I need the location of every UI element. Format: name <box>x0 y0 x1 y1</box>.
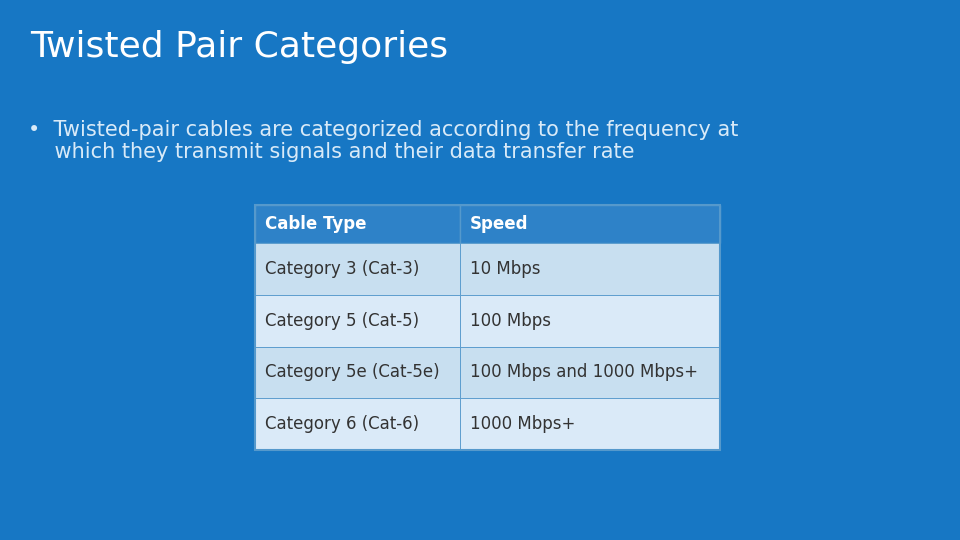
Bar <box>460 347 720 399</box>
Text: Category 5e (Cat-5e): Category 5e (Cat-5e) <box>265 363 440 381</box>
Bar <box>255 399 460 450</box>
Bar <box>460 295 720 347</box>
Text: Cable Type: Cable Type <box>265 215 367 233</box>
Text: Category 3 (Cat-3): Category 3 (Cat-3) <box>265 260 420 278</box>
Text: 100 Mbps: 100 Mbps <box>470 312 551 329</box>
Bar <box>460 399 720 450</box>
Bar <box>255 243 460 295</box>
Text: •  Twisted-pair cables are categorized according to the frequency at: • Twisted-pair cables are categorized ac… <box>28 120 738 140</box>
Bar <box>255 347 460 399</box>
Text: 10 Mbps: 10 Mbps <box>470 260 540 278</box>
Text: 1000 Mbps+: 1000 Mbps+ <box>470 415 575 433</box>
Text: 100 Mbps and 1000 Mbps+: 100 Mbps and 1000 Mbps+ <box>470 363 698 381</box>
Bar <box>255 205 460 243</box>
Text: Speed: Speed <box>470 215 529 233</box>
Text: which they transmit signals and their data transfer rate: which they transmit signals and their da… <box>28 142 635 162</box>
Bar <box>255 205 720 450</box>
Bar <box>460 243 720 295</box>
Text: Twisted Pair Categories: Twisted Pair Categories <box>30 30 448 64</box>
Text: Category 5 (Cat-5): Category 5 (Cat-5) <box>265 312 420 329</box>
Text: Category 6 (Cat-6): Category 6 (Cat-6) <box>265 415 420 433</box>
Bar <box>255 295 460 347</box>
Bar <box>460 205 720 243</box>
